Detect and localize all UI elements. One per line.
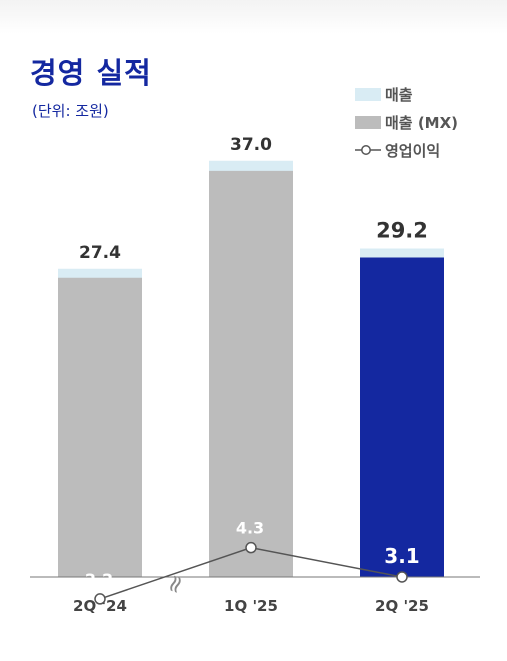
chart-title: 경영 실적: [30, 56, 152, 90]
unit-label: (단위: 조원): [32, 102, 109, 120]
revenue-value-label-1: 37.0: [230, 135, 272, 155]
revenue-value-label-0: 27.4: [79, 243, 121, 263]
legend-swatch-revenue: [355, 87, 381, 101]
bar-mx-revenue-0: [58, 277, 142, 577]
operating-profit-value-label-0: 2.2: [85, 570, 113, 589]
operating-profit-point-1: [245, 541, 257, 554]
x-tick-label-0: 2Q '24: [73, 597, 127, 615]
legend-label-revenue: 매출: [385, 85, 413, 104]
legend-line-marker-icon: [355, 145, 381, 155]
legend-item-revenue: 매출: [355, 80, 458, 108]
operating-profit-point-2: [396, 571, 408, 583]
operating-profit-value-label-2: 3.1: [384, 544, 419, 568]
legend-swatch-mx-revenue: [355, 115, 381, 129]
revenue-value-label-2: 29.2: [376, 219, 428, 243]
operating-profit-value-label-1: 4.3: [236, 519, 264, 538]
bar-mx-revenue-1: [209, 170, 293, 577]
x-tick-label-2: 2Q '25: [375, 597, 429, 615]
top-shade: [0, 0, 507, 34]
legend-item-operating-profit: 영업이익: [355, 136, 458, 164]
legend-label-operating-profit: 영업이익: [385, 141, 441, 160]
operating-profit-point-0: [94, 593, 106, 605]
legend-label-mx-revenue: 매출 (MX): [385, 113, 459, 132]
legend: 매출 매출 (MX) 영업이익: [355, 80, 458, 164]
legend-item-mx-revenue: 매출 (MX): [355, 108, 458, 136]
x-tick-label-1: 1Q '25: [224, 597, 278, 615]
bar-mx-revenue-2: [360, 257, 444, 577]
